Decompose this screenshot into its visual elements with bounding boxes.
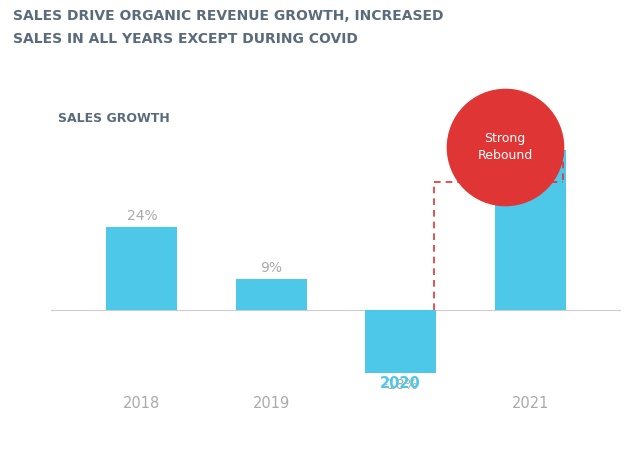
Text: 9%: 9% — [260, 261, 282, 275]
Text: 2020: 2020 — [380, 376, 421, 391]
Text: SALES GROWTH: SALES GROWTH — [58, 112, 170, 125]
Text: SALES DRIVE ORGANIC REVENUE GROWTH, INCREASED: SALES DRIVE ORGANIC REVENUE GROWTH, INCR… — [13, 9, 444, 23]
Text: 2021: 2021 — [511, 396, 549, 411]
Text: Strong
Rebound: Strong Rebound — [477, 132, 532, 162]
Bar — [106, 227, 177, 310]
Bar — [365, 310, 436, 373]
Text: -18%: -18% — [383, 378, 419, 392]
Text: 2018: 2018 — [123, 396, 161, 411]
Point — [500, 143, 510, 150]
Text: 46%: 46% — [515, 132, 545, 146]
Bar — [236, 279, 307, 310]
Text: 2019: 2019 — [253, 396, 290, 411]
Text: 24%: 24% — [127, 209, 157, 223]
Bar — [495, 150, 566, 310]
Text: SALES IN ALL YEARS EXCEPT DURING COVID: SALES IN ALL YEARS EXCEPT DURING COVID — [13, 32, 358, 46]
